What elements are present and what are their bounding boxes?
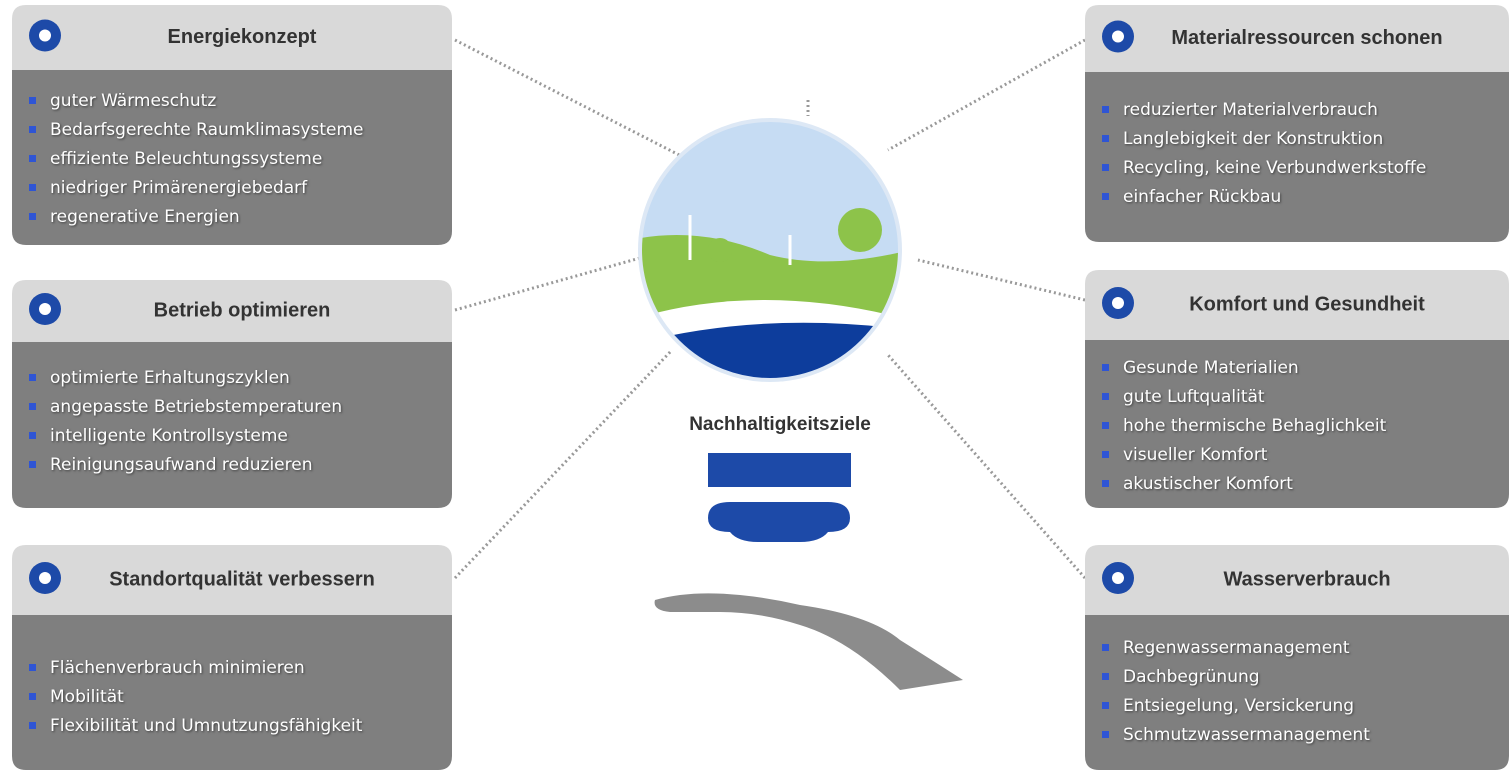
card-item: Flexibilität und Umnutzungsfähigkeit: [50, 716, 363, 736]
card-item: Flächenverbrauch minimieren: [50, 658, 305, 678]
card: Energiekonzept guter Wärmeschutz Bedarfsge…: [12, 5, 452, 245]
connector: [918, 260, 1085, 300]
card-icon-glyph: [1112, 297, 1124, 309]
card-title: Energiekonzept: [168, 26, 317, 48]
card: Materialressourcen schonen reduzierter Ma…: [1085, 5, 1509, 242]
card-item: Reinigungsaufwand reduzieren: [50, 455, 312, 475]
card-body: [12, 342, 452, 508]
card-item: Bedarfsgerechte Raumklimasysteme: [50, 120, 364, 140]
card-item: guter Wärmeschutz: [50, 91, 216, 111]
bullet: [29, 126, 36, 133]
card-item: Dachbegrünung: [1123, 667, 1260, 687]
card-item: optimierte Erhaltungszyklen: [50, 368, 290, 388]
card: Standortqualität verbessern Flächenverbra…: [12, 545, 452, 770]
card-icon-glyph: [39, 30, 51, 42]
bullet: [29, 664, 36, 671]
connector: [455, 350, 672, 578]
bullet: [1102, 364, 1109, 371]
card-title: Materialressourcen schonen: [1171, 27, 1442, 49]
card-item: Mobilität: [50, 687, 124, 707]
bullet: [29, 722, 36, 729]
card-title: Wasserverbrauch: [1223, 568, 1390, 590]
card-title: Betrieb optimieren: [154, 299, 331, 321]
bullet: [29, 97, 36, 104]
card-item: Langlebigkeit der Konstruktion: [1123, 129, 1383, 149]
diagram: Nachhaltigkeitsziele Energiekonzept guter…: [0, 0, 1509, 774]
card-icon-glyph: [1112, 31, 1124, 43]
card-icon-glyph: [39, 303, 51, 315]
card-icon-glyph: [1112, 572, 1124, 584]
card-item: Regenwassermanagement: [1123, 638, 1350, 658]
bullet: [1102, 480, 1109, 487]
card-item: Gesunde Materialien: [1123, 358, 1299, 378]
center-label: Nachhaltigkeitsziele: [689, 414, 871, 435]
bullet: [29, 432, 36, 439]
card-item: visueller Komfort: [1123, 445, 1268, 465]
card-body: [1085, 72, 1509, 242]
bulb: Nachhaltigkeitsziele: [630, 110, 963, 690]
connector: [455, 258, 640, 310]
card-item: einfacher Rückbau: [1123, 187, 1281, 207]
bullet: [29, 693, 36, 700]
card: Betrieb optimieren optimierte Erhaltungsz…: [12, 280, 452, 508]
card-item: angepasste Betriebstemperaturen: [50, 397, 342, 417]
card-item: gute Luftqualität: [1123, 387, 1265, 407]
bullet: [29, 374, 36, 381]
bullet: [1102, 644, 1109, 651]
bullet: [1102, 451, 1109, 458]
card-item: regenerative Energien: [50, 207, 240, 227]
card: Wasserverbrauch Regenwassermanagement Dach…: [1085, 545, 1509, 770]
card-item: effiziente Beleuchtungssysteme: [50, 149, 322, 169]
bullet: [1102, 135, 1109, 142]
bullet: [29, 155, 36, 162]
bullet: [29, 461, 36, 468]
card: Komfort und Gesundheit Gesunde Materialie…: [1085, 270, 1509, 508]
card-item: hohe thermische Behaglichkeit: [1123, 416, 1387, 436]
bullet: [29, 403, 36, 410]
bullet: [1102, 731, 1109, 738]
card-title: Komfort und Gesundheit: [1189, 293, 1425, 315]
card-icon-glyph: [39, 572, 51, 584]
connector: [455, 40, 685, 158]
card-title: Standortqualität verbessern: [109, 568, 375, 590]
bullet: [1102, 702, 1109, 709]
bullet: [1102, 164, 1109, 171]
card-item: niedriger Primärenergiebedarf: [50, 178, 308, 198]
card-item: Entsiegelung, Versickerung: [1123, 696, 1354, 716]
bullet: [1102, 393, 1109, 400]
card-item: akustischer Komfort: [1123, 474, 1293, 494]
bullet: [1102, 193, 1109, 200]
connector: [888, 355, 1085, 578]
card-item: reduzierter Materialverbrauch: [1123, 100, 1378, 120]
bullet: [29, 213, 36, 220]
bullet: [1102, 673, 1109, 680]
bullet: [1102, 106, 1109, 113]
card-item: Recycling, keine Verbundwerkstoffe: [1123, 158, 1426, 178]
card-item: Schmutzwassermanagement: [1123, 725, 1370, 745]
bullet: [1102, 422, 1109, 429]
card-item: intelligente Kontrollsysteme: [50, 426, 288, 446]
bullet: [29, 184, 36, 191]
connector: [888, 40, 1085, 150]
